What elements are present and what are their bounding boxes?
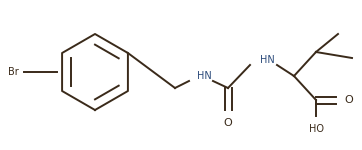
Text: HO: HO	[308, 124, 324, 134]
Text: O: O	[224, 118, 232, 128]
Text: Br: Br	[8, 67, 19, 77]
Text: O: O	[344, 95, 353, 105]
Text: HN: HN	[260, 55, 275, 65]
Text: HN: HN	[197, 71, 212, 81]
